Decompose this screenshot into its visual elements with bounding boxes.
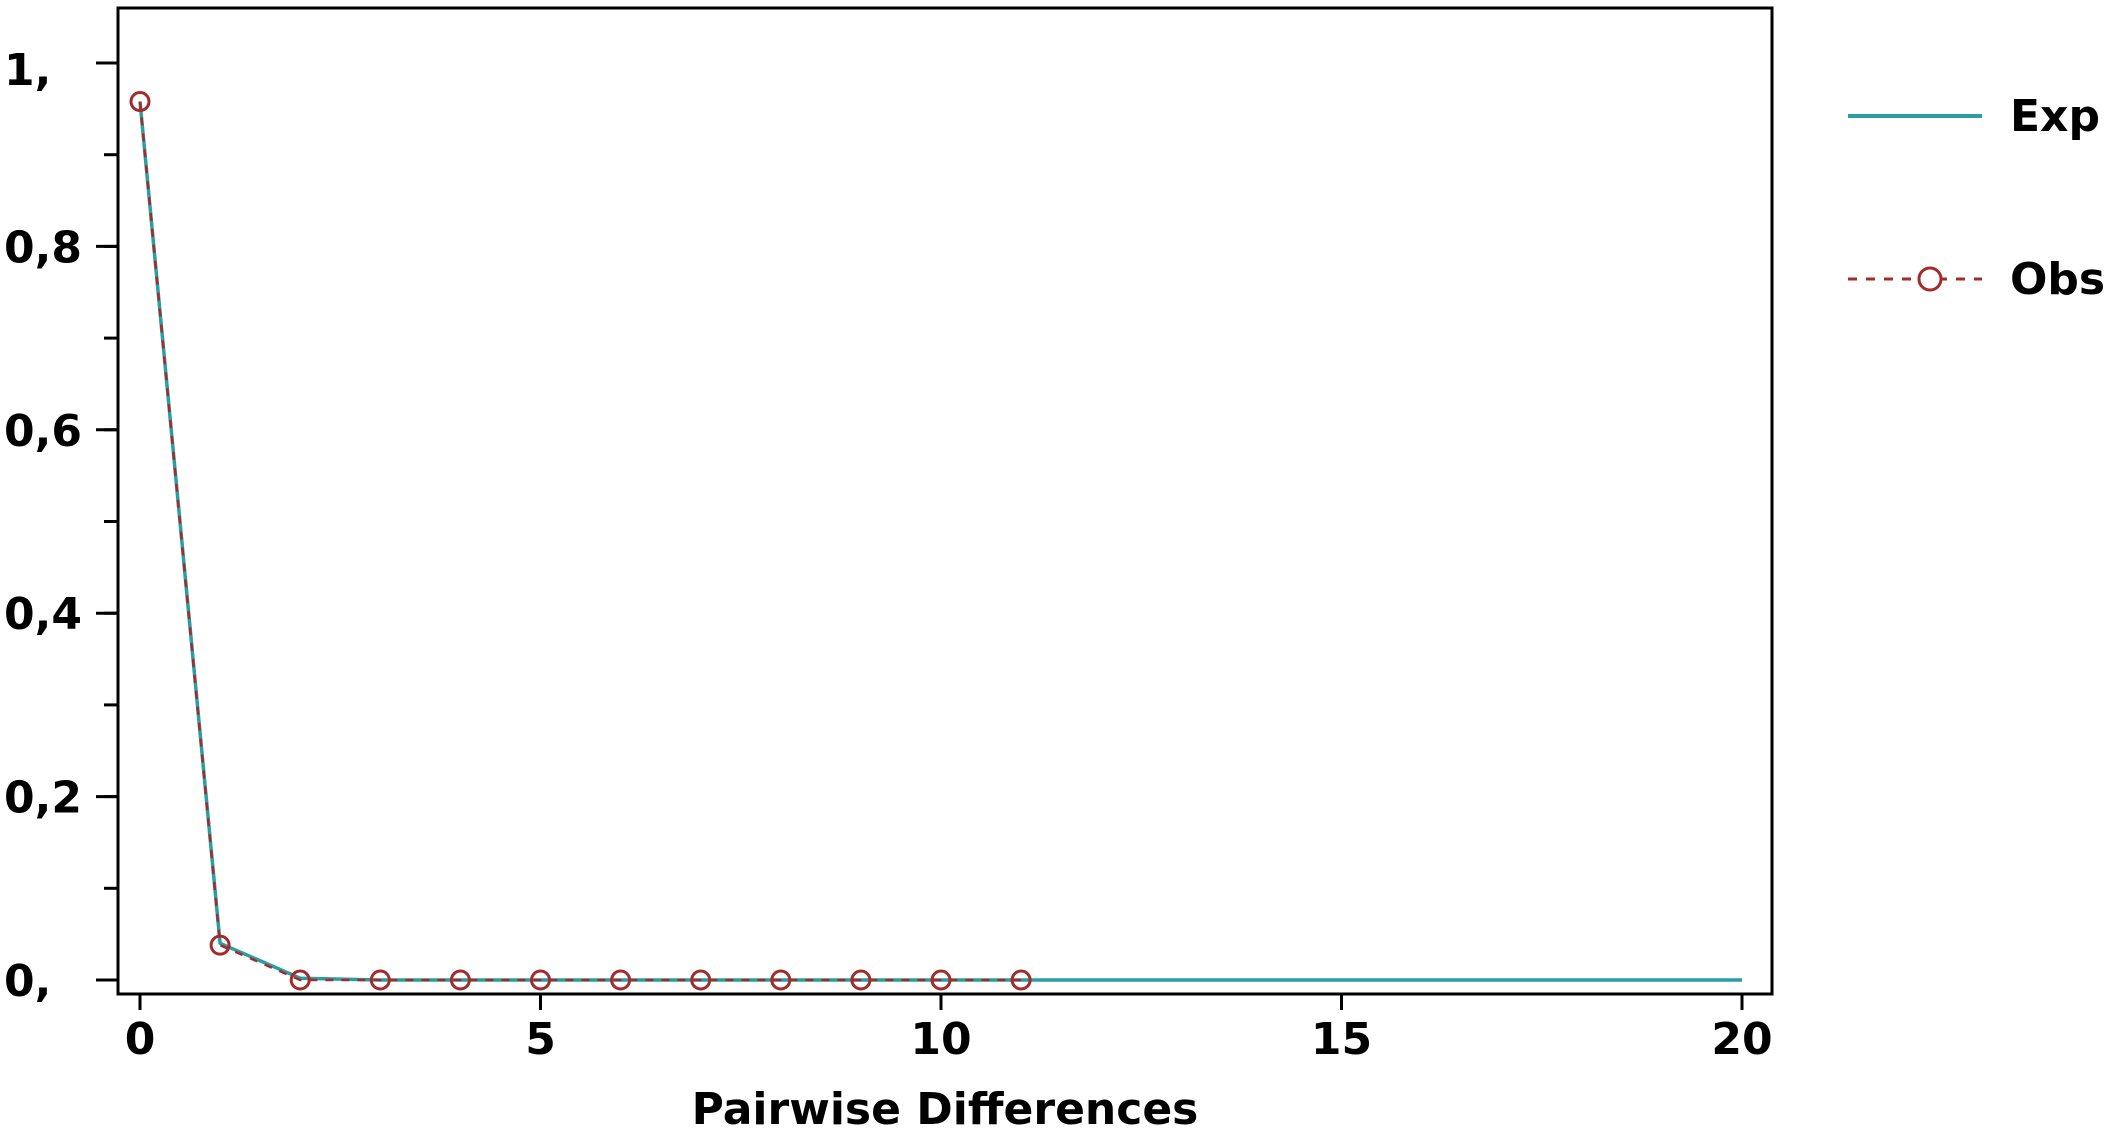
data-point-obs	[530, 969, 551, 991]
x-tick-label: 15	[1311, 1014, 1372, 1065]
series-line-exp	[138, 101, 1742, 982]
x-tick-label: 10	[910, 1014, 971, 1065]
y-tick-label: 0,6	[4, 406, 82, 457]
legend: Exp Obs	[1848, 91, 2104, 305]
legend-marker-obs	[1917, 266, 1943, 292]
y-tick-label: 0,4	[4, 589, 82, 640]
data-point-obs	[449, 969, 471, 991]
y-tick-label: 1,	[4, 45, 51, 96]
y-tick-label: 0,	[4, 956, 51, 1007]
x-tick-label: 5	[525, 1014, 556, 1065]
data-point-obs	[850, 969, 872, 991]
series-line-obs	[138, 101, 1022, 982]
x-tick-label: 0	[125, 1014, 156, 1065]
y-tick-label: 0,8	[4, 222, 82, 273]
plot-frame	[116, 6, 1774, 996]
data-point-obs	[930, 969, 952, 991]
axes: 0, 0,2 0,4 0,6 0,8 1, 0 5 10 15 20	[4, 6, 1774, 1065]
x-axis-title: Pairwise Differences	[692, 1084, 1199, 1135]
legend-label-exp: Exp	[2010, 91, 2100, 142]
x-tick-label: 20	[1711, 1014, 1772, 1065]
data-point-obs	[289, 969, 311, 991]
y-tick-label: 0,2	[4, 773, 82, 824]
legend-label-obs: Obs	[2010, 254, 2104, 305]
data-point-obs	[369, 969, 391, 991]
data-point-obs	[690, 969, 712, 991]
data-point-obs	[1010, 969, 1032, 991]
series-layer	[129, 91, 1742, 991]
data-point-obs	[770, 969, 792, 991]
data-point-obs	[129, 91, 151, 113]
data-point-obs	[209, 934, 231, 956]
data-point-obs	[610, 969, 632, 991]
